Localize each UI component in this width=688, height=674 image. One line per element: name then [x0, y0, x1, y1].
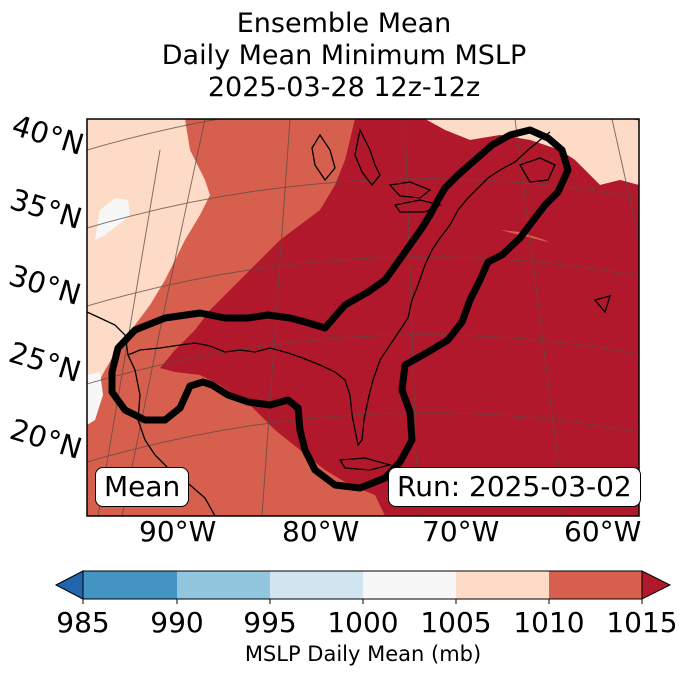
- colorbar-bin-1005-1010: [456, 571, 549, 599]
- colorbar-bin-1000-1005: [363, 571, 456, 599]
- run-date-label-box: Run: 2025-03-02: [388, 467, 641, 507]
- colorbar: [54, 570, 672, 604]
- lon-label-80w: 80°W: [282, 515, 360, 548]
- colorbar-bin-985-990: [83, 571, 177, 599]
- colorbar-title: MSLP Daily Mean (mb): [244, 642, 482, 666]
- colorbar-tick-995: 995: [243, 606, 297, 639]
- pressure-field-1000-1005-west: [87, 119, 210, 400]
- pressure-field-995-1000-patch: [95, 198, 130, 240]
- lon-label-70w: 70°W: [422, 515, 500, 548]
- pressure-field-995-1000-patch-2: [87, 372, 103, 425]
- lon-label-90w: 90°W: [139, 515, 217, 548]
- colorbar-extend-high: [641, 570, 672, 600]
- lon-label-60w: 60°W: [564, 515, 642, 548]
- colorbar-bin-1010-1015: [549, 571, 642, 599]
- pressure-field-1000-1005-northeast: [425, 119, 639, 185]
- colorbar-tick-1015: 1015: [606, 606, 678, 639]
- title-line-3: 2025-03-28 12z-12z: [207, 72, 481, 103]
- colorbar-tick-1000: 1000: [327, 606, 399, 639]
- colorbar-extend-low: [54, 570, 84, 600]
- colorbar-bin-995-1000: [270, 571, 363, 599]
- title-line-2: Daily Mean Minimum MSLP: [161, 40, 527, 71]
- colorbar-tick-990: 990: [150, 606, 204, 639]
- title-line-1: Ensemble Mean: [236, 8, 452, 39]
- colorbar-tick-985: 985: [56, 606, 110, 639]
- mean-label-box: Mean: [95, 467, 190, 507]
- colorbar-bin-990-995: [177, 571, 270, 599]
- map-frame: [86, 118, 640, 517]
- colorbar-tick-1010: 1010: [513, 606, 585, 639]
- colorbar-tick-1005: 1005: [420, 606, 492, 639]
- contour-1015: [108, 126, 572, 492]
